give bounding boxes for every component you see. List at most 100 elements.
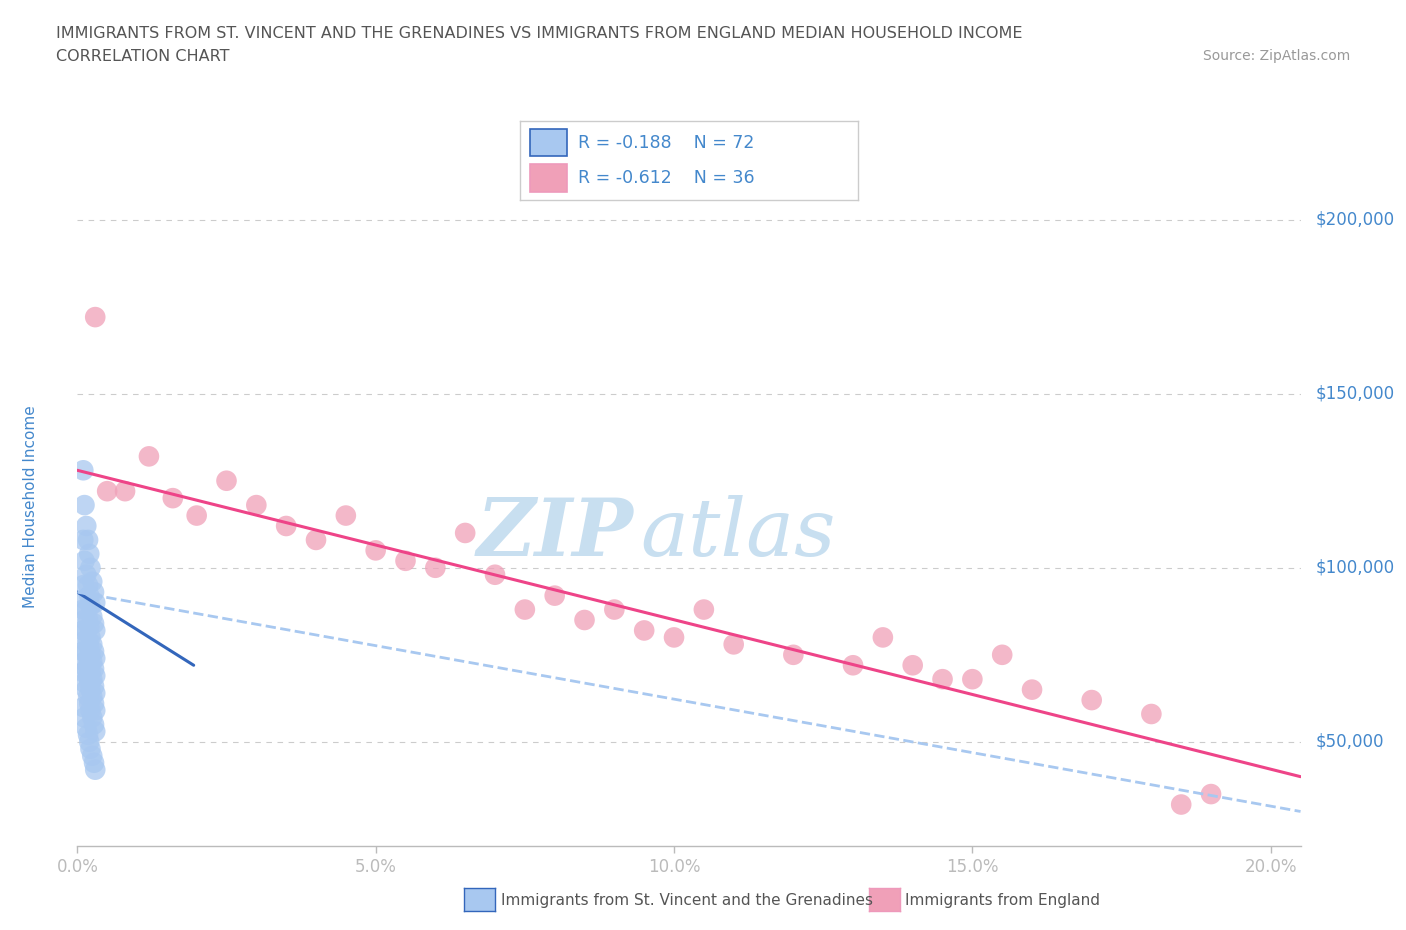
Point — [82, 749, 104, 764]
Point — [513, 602, 536, 617]
Point — [931, 671, 953, 686]
Point — [75, 683, 97, 698]
FancyBboxPatch shape — [530, 128, 568, 156]
Point — [72, 602, 94, 617]
Point — [79, 599, 101, 614]
Point — [603, 602, 626, 617]
Point — [77, 675, 100, 690]
Text: CORRELATION CHART: CORRELATION CHART — [56, 49, 229, 64]
Text: $100,000: $100,000 — [1315, 559, 1395, 577]
Point — [84, 623, 107, 638]
Point — [138, 449, 160, 464]
Point — [77, 689, 100, 704]
Point — [901, 658, 924, 672]
Point — [77, 658, 100, 672]
Point — [82, 710, 104, 724]
Point — [79, 741, 101, 756]
Point — [276, 519, 298, 534]
Point — [72, 578, 94, 592]
Text: $50,000: $50,000 — [1315, 733, 1384, 751]
Point — [364, 543, 387, 558]
Point — [77, 633, 100, 648]
Point — [83, 697, 105, 711]
Point — [77, 697, 100, 711]
Point — [84, 763, 107, 777]
Text: Immigrants from England: Immigrants from England — [905, 893, 1101, 908]
Point — [75, 567, 97, 582]
Point — [1021, 683, 1043, 698]
Point — [162, 491, 184, 506]
Point — [79, 630, 101, 644]
Point — [72, 623, 94, 638]
Point — [77, 727, 100, 742]
Text: Median Household Income: Median Household Income — [24, 405, 38, 608]
Point — [991, 647, 1014, 662]
Point — [245, 498, 267, 512]
Point — [335, 508, 357, 523]
Point — [79, 703, 101, 718]
Point — [72, 533, 94, 548]
Point — [96, 484, 118, 498]
Point — [73, 553, 96, 568]
Text: R = -0.188    N = 72: R = -0.188 N = 72 — [578, 134, 754, 152]
Point — [544, 588, 567, 603]
Point — [1140, 707, 1163, 722]
Point — [662, 630, 685, 644]
Point — [79, 665, 101, 680]
Point — [83, 679, 105, 694]
Point — [77, 533, 100, 548]
Point — [73, 498, 96, 512]
Point — [83, 755, 105, 770]
Point — [693, 602, 716, 617]
Point — [79, 647, 101, 662]
Point — [84, 685, 107, 700]
Text: atlas: atlas — [640, 496, 835, 573]
Point — [633, 623, 655, 638]
Point — [82, 637, 104, 652]
Point — [73, 591, 96, 606]
Text: Immigrants from St. Vincent and the Grenadines: Immigrants from St. Vincent and the Gren… — [501, 893, 873, 908]
Point — [574, 613, 596, 628]
Point — [425, 561, 447, 576]
Point — [77, 641, 100, 656]
Point — [75, 602, 97, 617]
Point — [73, 633, 96, 648]
Point — [84, 703, 107, 718]
Point — [1170, 797, 1192, 812]
Point — [77, 613, 100, 628]
Point — [484, 567, 506, 582]
Point — [75, 519, 97, 534]
Point — [454, 525, 477, 540]
Text: $200,000: $200,000 — [1315, 210, 1395, 229]
Text: $150,000: $150,000 — [1315, 385, 1395, 403]
Point — [842, 658, 865, 672]
Point — [73, 710, 96, 724]
Point — [75, 644, 97, 658]
Point — [872, 630, 894, 644]
Point — [962, 671, 984, 686]
Point — [84, 595, 107, 610]
Point — [84, 724, 107, 738]
Point — [79, 683, 101, 698]
Point — [782, 647, 804, 662]
Point — [83, 661, 105, 676]
Point — [83, 717, 105, 732]
Point — [83, 644, 105, 658]
Point — [305, 533, 328, 548]
Point — [72, 699, 94, 714]
Point — [82, 609, 104, 624]
Point — [77, 735, 100, 750]
Point — [84, 310, 107, 325]
Point — [77, 547, 100, 562]
Point — [84, 651, 107, 666]
Point — [82, 574, 104, 589]
Point — [77, 578, 100, 592]
Text: IMMIGRANTS FROM ST. VINCENT AND THE GRENADINES VS IMMIGRANTS FROM ENGLAND MEDIAN: IMMIGRANTS FROM ST. VINCENT AND THE GREN… — [56, 26, 1022, 41]
Point — [83, 585, 105, 600]
Point — [72, 463, 94, 478]
Point — [77, 669, 100, 684]
Point — [723, 637, 745, 652]
Point — [72, 644, 94, 658]
Point — [75, 721, 97, 736]
Point — [1080, 693, 1102, 708]
